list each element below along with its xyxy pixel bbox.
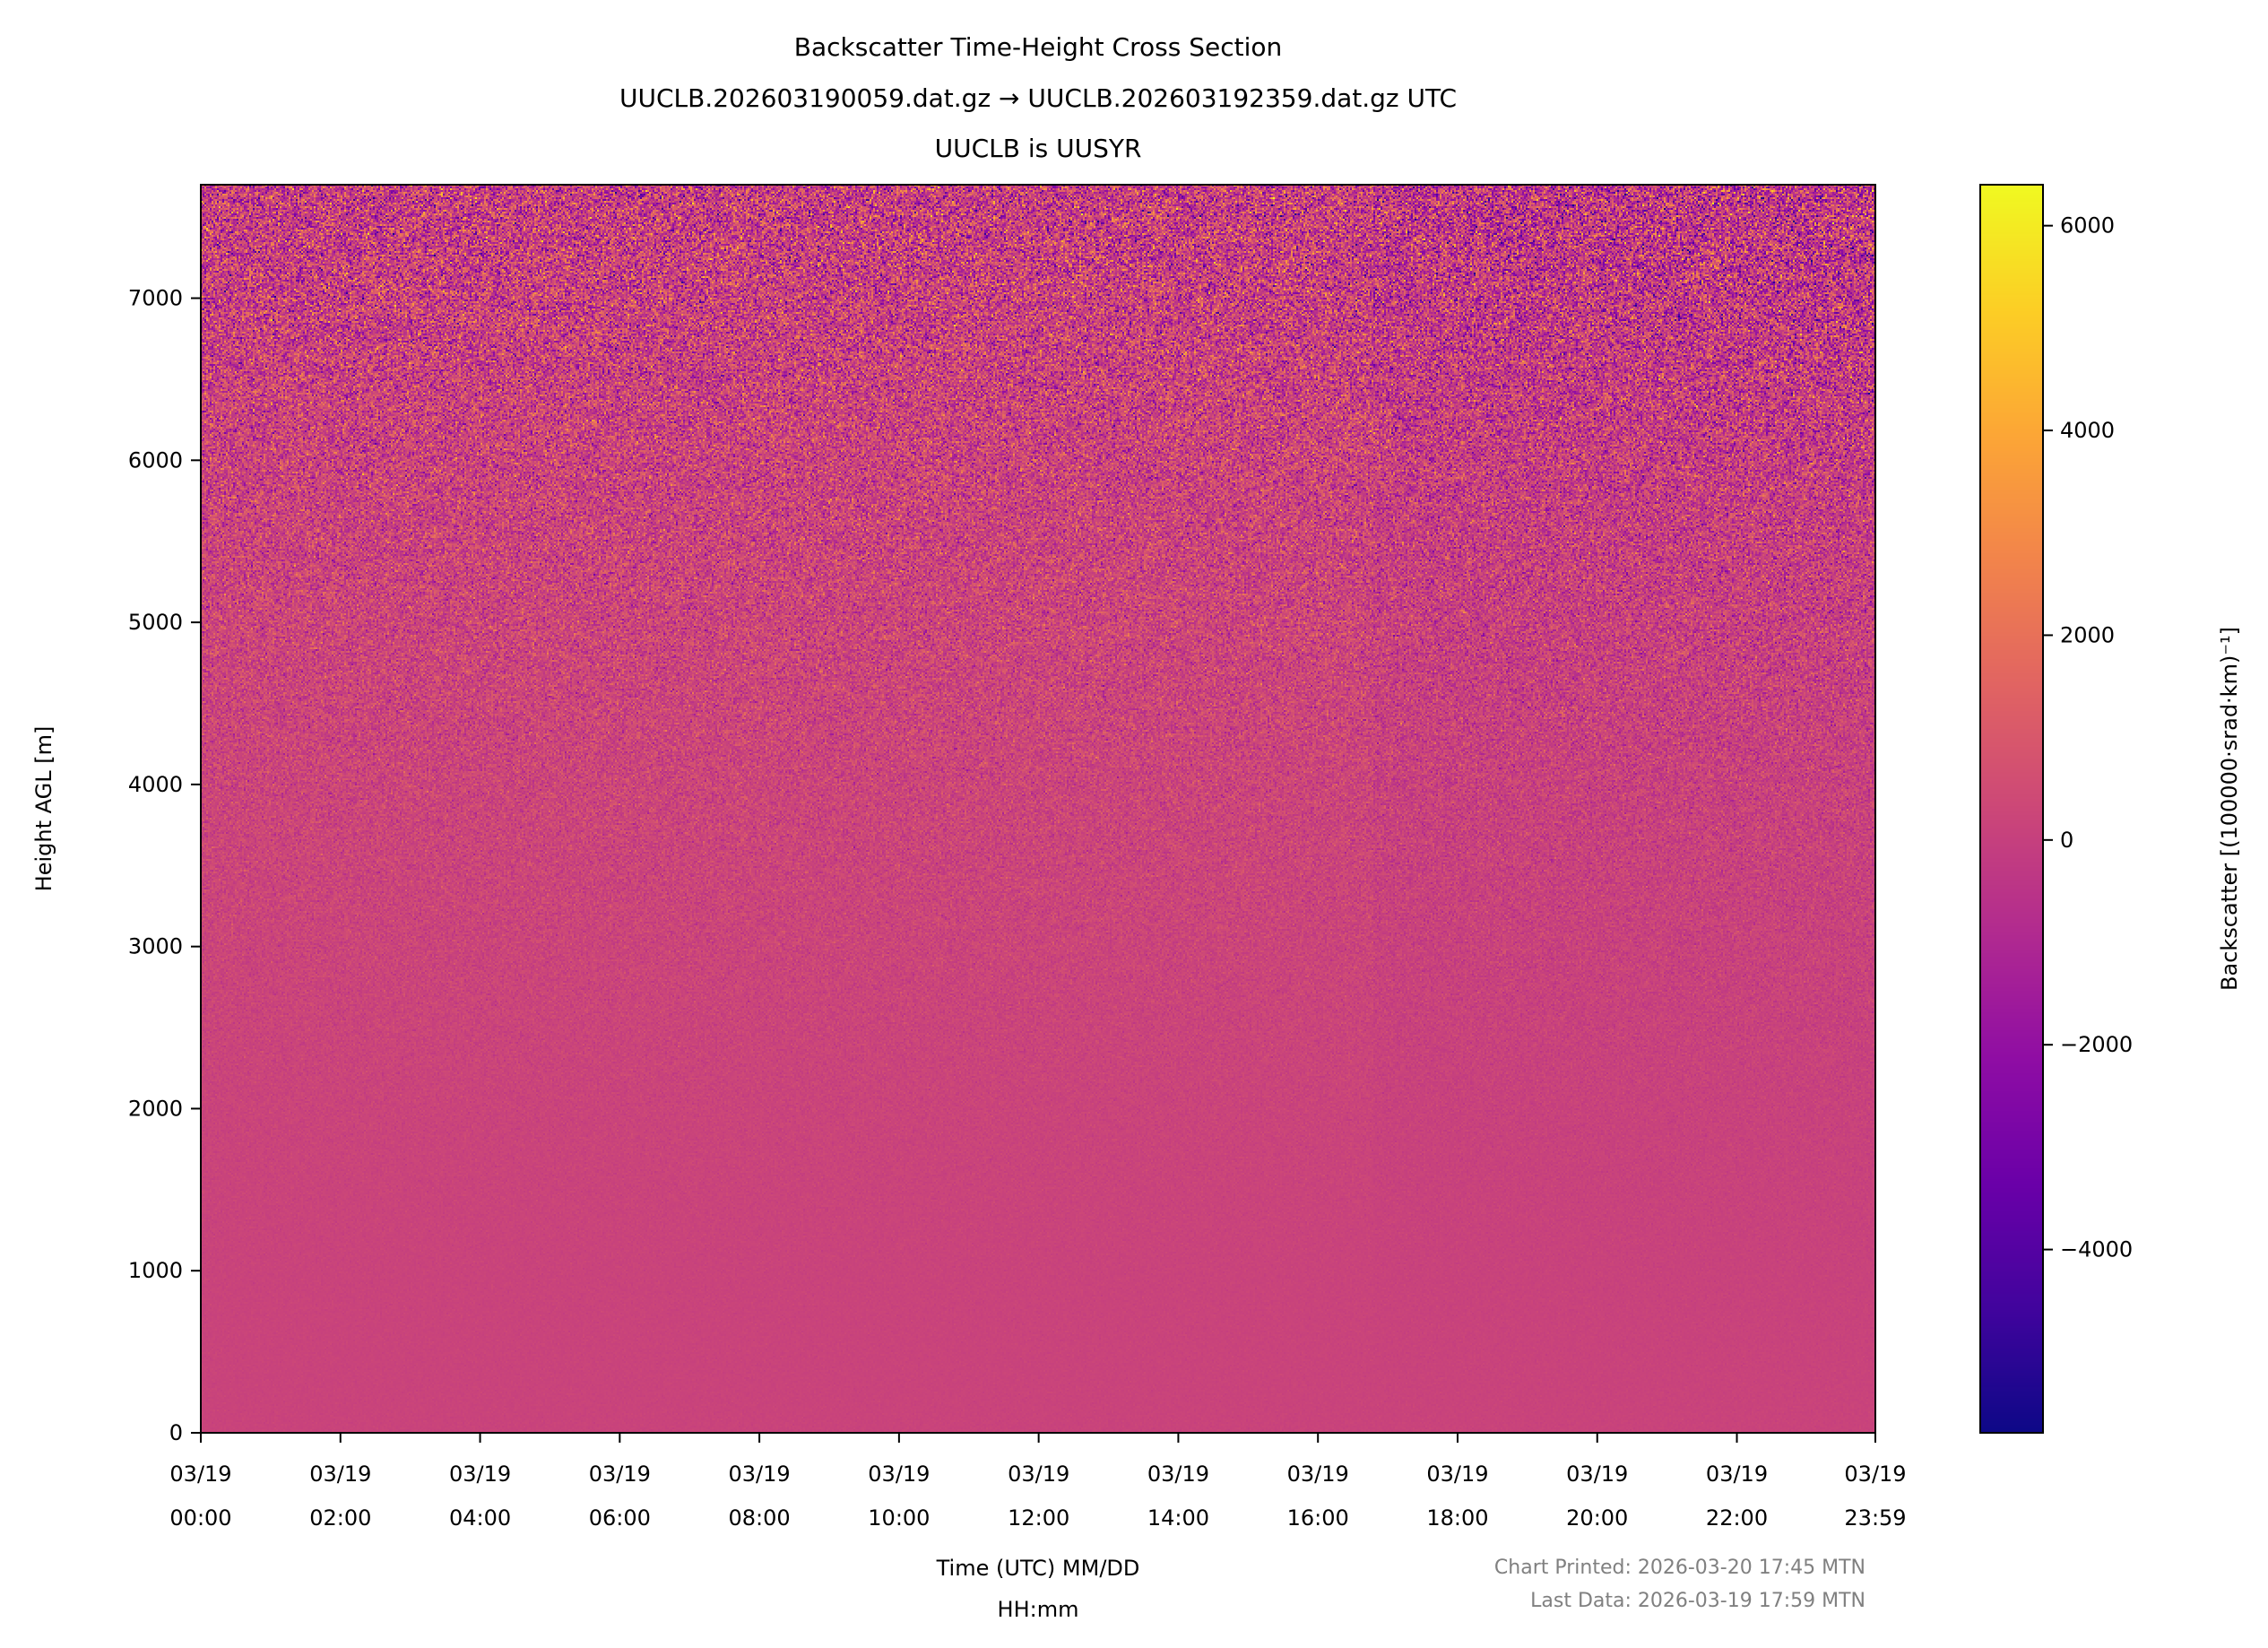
- y-tick-label: 4000: [128, 772, 183, 797]
- y-tick-label: 0: [169, 1420, 183, 1445]
- x-tick-date: 03/19: [1008, 1462, 1069, 1487]
- colorbar-tick-label: 2000: [2060, 622, 2115, 647]
- x-axis-label-1: Time (UTC) MM/DD: [936, 1556, 1140, 1581]
- y-tick-label: 5000: [128, 610, 183, 635]
- colorbar-frame: [1980, 185, 2043, 1433]
- y-tick-label: 6000: [128, 447, 183, 473]
- y-axis-label: Height AGL [m]: [31, 726, 56, 892]
- x-tick-date: 03/19: [729, 1462, 791, 1487]
- chart-printed-note: Chart Printed: 2026-03-20 17:45 MTN: [1494, 1557, 1865, 1579]
- x-tick-time: 08:00: [729, 1505, 791, 1531]
- x-tick-time: 20:00: [1566, 1505, 1628, 1531]
- x-tick-time: 16:00: [1287, 1505, 1349, 1531]
- x-axis-label-2: HH:mm: [998, 1597, 1079, 1622]
- x-tick-time: 02:00: [309, 1505, 371, 1531]
- x-tick-time: 00:00: [169, 1505, 231, 1531]
- x-tick-date: 03/19: [1426, 1462, 1488, 1487]
- y-tick-label: 2000: [128, 1096, 183, 1121]
- x-tick-time: 10:00: [868, 1505, 930, 1531]
- colorbar-label: Backscatter [(100000·srad·km)⁻¹]: [2217, 627, 2242, 991]
- x-tick-date: 03/19: [1287, 1462, 1349, 1487]
- y-tick-label: 3000: [128, 934, 183, 959]
- x-tick-time: 04:00: [449, 1505, 511, 1531]
- chart-subtitle-1: UUCLB.202603190059.dat.gz → UUCLB.202603…: [619, 83, 1457, 113]
- colorbar-tick-label: −2000: [2060, 1032, 2133, 1057]
- x-tick-time: 23:59: [1844, 1505, 1906, 1531]
- last-data-note: Last Data: 2026-03-19 17:59 MTN: [1530, 1590, 1865, 1612]
- x-tick-time: 12:00: [1008, 1505, 1069, 1531]
- x-tick-date: 03/19: [449, 1462, 511, 1487]
- x-tick-time: 14:00: [1147, 1505, 1209, 1531]
- x-tick-date: 03/19: [1844, 1462, 1906, 1487]
- y-tick-label: 7000: [128, 286, 183, 311]
- x-tick-date: 03/19: [169, 1462, 231, 1487]
- y-tick-label: 1000: [128, 1258, 183, 1283]
- x-tick-date: 03/19: [1147, 1462, 1209, 1487]
- colorbar-tick-label: 4000: [2060, 418, 2115, 443]
- x-tick-time: 18:00: [1426, 1505, 1488, 1531]
- x-tick-date: 03/19: [868, 1462, 930, 1487]
- x-tick-date: 03/19: [309, 1462, 371, 1487]
- chart-subtitle-2: UUCLB is UUSYR: [935, 134, 1142, 163]
- colorbar-tick-label: 6000: [2060, 213, 2115, 239]
- x-tick-time: 22:00: [1706, 1505, 1768, 1531]
- x-tick-date: 03/19: [589, 1462, 651, 1487]
- chart-title: Backscatter Time-Height Cross Section: [794, 32, 1282, 62]
- x-tick-time: 06:00: [589, 1505, 651, 1531]
- colorbar-tick-label: 0: [2060, 828, 2073, 853]
- x-tick-date: 03/19: [1566, 1462, 1628, 1487]
- x-tick-date: 03/19: [1706, 1462, 1768, 1487]
- colorbar-tick-label: −4000: [2060, 1237, 2133, 1262]
- plot-frame: [201, 185, 1875, 1433]
